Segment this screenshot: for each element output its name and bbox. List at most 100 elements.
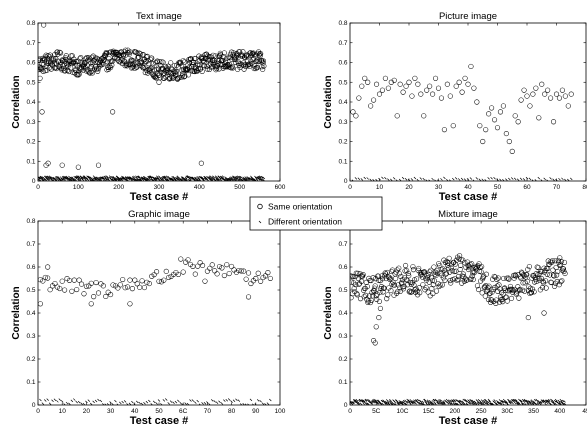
point-different xyxy=(446,178,449,181)
point-same xyxy=(525,266,531,273)
point-different xyxy=(563,400,566,403)
y-tick-label: 0.3 xyxy=(338,333,347,340)
point-different xyxy=(185,177,188,181)
point-different xyxy=(424,400,428,403)
point-different xyxy=(554,398,558,402)
point-same xyxy=(502,287,508,293)
point-different xyxy=(40,176,44,179)
point-different xyxy=(369,401,373,404)
point-same xyxy=(562,270,568,277)
x-tick-label: 10C xyxy=(396,408,408,415)
point-same xyxy=(139,63,145,69)
point-same xyxy=(43,162,49,168)
point-different xyxy=(258,177,262,181)
point-different xyxy=(133,179,137,181)
point-different xyxy=(505,178,508,181)
point-different xyxy=(202,179,206,181)
point-same xyxy=(403,262,409,269)
point-different xyxy=(257,177,261,181)
point-different xyxy=(526,399,529,403)
point-same xyxy=(410,264,416,270)
point-same xyxy=(179,62,185,68)
legend-marker-same xyxy=(257,203,263,210)
point-different xyxy=(187,175,190,178)
point-different xyxy=(455,399,458,402)
point-same xyxy=(420,282,426,288)
point-same xyxy=(229,263,235,270)
point-different xyxy=(549,402,553,405)
point-different xyxy=(129,177,132,180)
point-different xyxy=(520,402,524,405)
point-different xyxy=(372,401,376,404)
point-same xyxy=(40,278,46,284)
point-same xyxy=(212,53,219,59)
point-same xyxy=(197,66,204,72)
y-tick-label: 0.6 xyxy=(338,60,347,67)
point-different xyxy=(448,402,452,405)
point-same xyxy=(460,271,466,277)
point-same xyxy=(418,91,424,97)
point-same xyxy=(558,258,564,265)
point-different xyxy=(198,178,201,181)
point-same xyxy=(52,280,58,287)
point-same xyxy=(350,109,356,115)
point-same xyxy=(124,284,131,290)
point-same xyxy=(490,286,496,292)
point-different xyxy=(416,178,420,181)
point-different xyxy=(227,398,231,401)
point-different xyxy=(234,176,237,179)
y-tick-label: 0.4 xyxy=(26,310,35,317)
point-same xyxy=(240,49,246,55)
point-different xyxy=(183,178,187,181)
x-tick-label: 0 xyxy=(348,184,352,191)
point-different xyxy=(106,175,109,178)
point-different xyxy=(401,400,404,404)
point-same xyxy=(219,265,225,271)
point-different xyxy=(156,176,160,179)
point-different xyxy=(216,176,219,180)
point-different xyxy=(484,399,487,402)
point-different xyxy=(208,403,211,405)
x-tick-label: 60 xyxy=(523,184,531,191)
x-axis-label-graphic: Test case # xyxy=(130,415,189,427)
point-different xyxy=(189,179,192,181)
point-different xyxy=(377,399,381,403)
point-same xyxy=(512,272,518,278)
point-same xyxy=(110,282,116,288)
point-different xyxy=(146,177,149,180)
point-same xyxy=(514,288,520,294)
point-different xyxy=(555,178,558,181)
point-different xyxy=(521,403,524,405)
point-different xyxy=(496,178,499,181)
x-tick-label: 5C xyxy=(372,408,381,415)
legend-box xyxy=(249,196,383,231)
point-different xyxy=(144,179,147,181)
point-same xyxy=(193,55,199,62)
x-tick-label: 20 xyxy=(405,184,413,191)
point-same xyxy=(210,52,216,58)
point-same xyxy=(558,279,564,285)
point-different xyxy=(361,398,364,402)
point-different xyxy=(370,401,374,404)
point-different xyxy=(451,399,454,402)
point-same xyxy=(474,283,481,289)
point-different xyxy=(355,398,359,402)
point-same xyxy=(513,273,519,279)
point-same xyxy=(435,85,442,91)
point-same xyxy=(394,113,400,119)
point-different xyxy=(502,398,506,402)
point-different xyxy=(414,401,417,405)
point-different xyxy=(177,399,180,403)
point-different xyxy=(87,179,90,181)
point-same xyxy=(484,287,490,293)
point-different xyxy=(522,400,526,403)
point-same xyxy=(400,89,406,95)
point-same xyxy=(545,87,551,93)
point-different xyxy=(443,176,446,180)
point-different xyxy=(544,402,547,405)
point-different xyxy=(471,402,475,405)
point-different xyxy=(200,176,203,180)
point-different xyxy=(511,177,514,180)
point-different xyxy=(133,175,136,179)
point-different xyxy=(188,176,192,179)
